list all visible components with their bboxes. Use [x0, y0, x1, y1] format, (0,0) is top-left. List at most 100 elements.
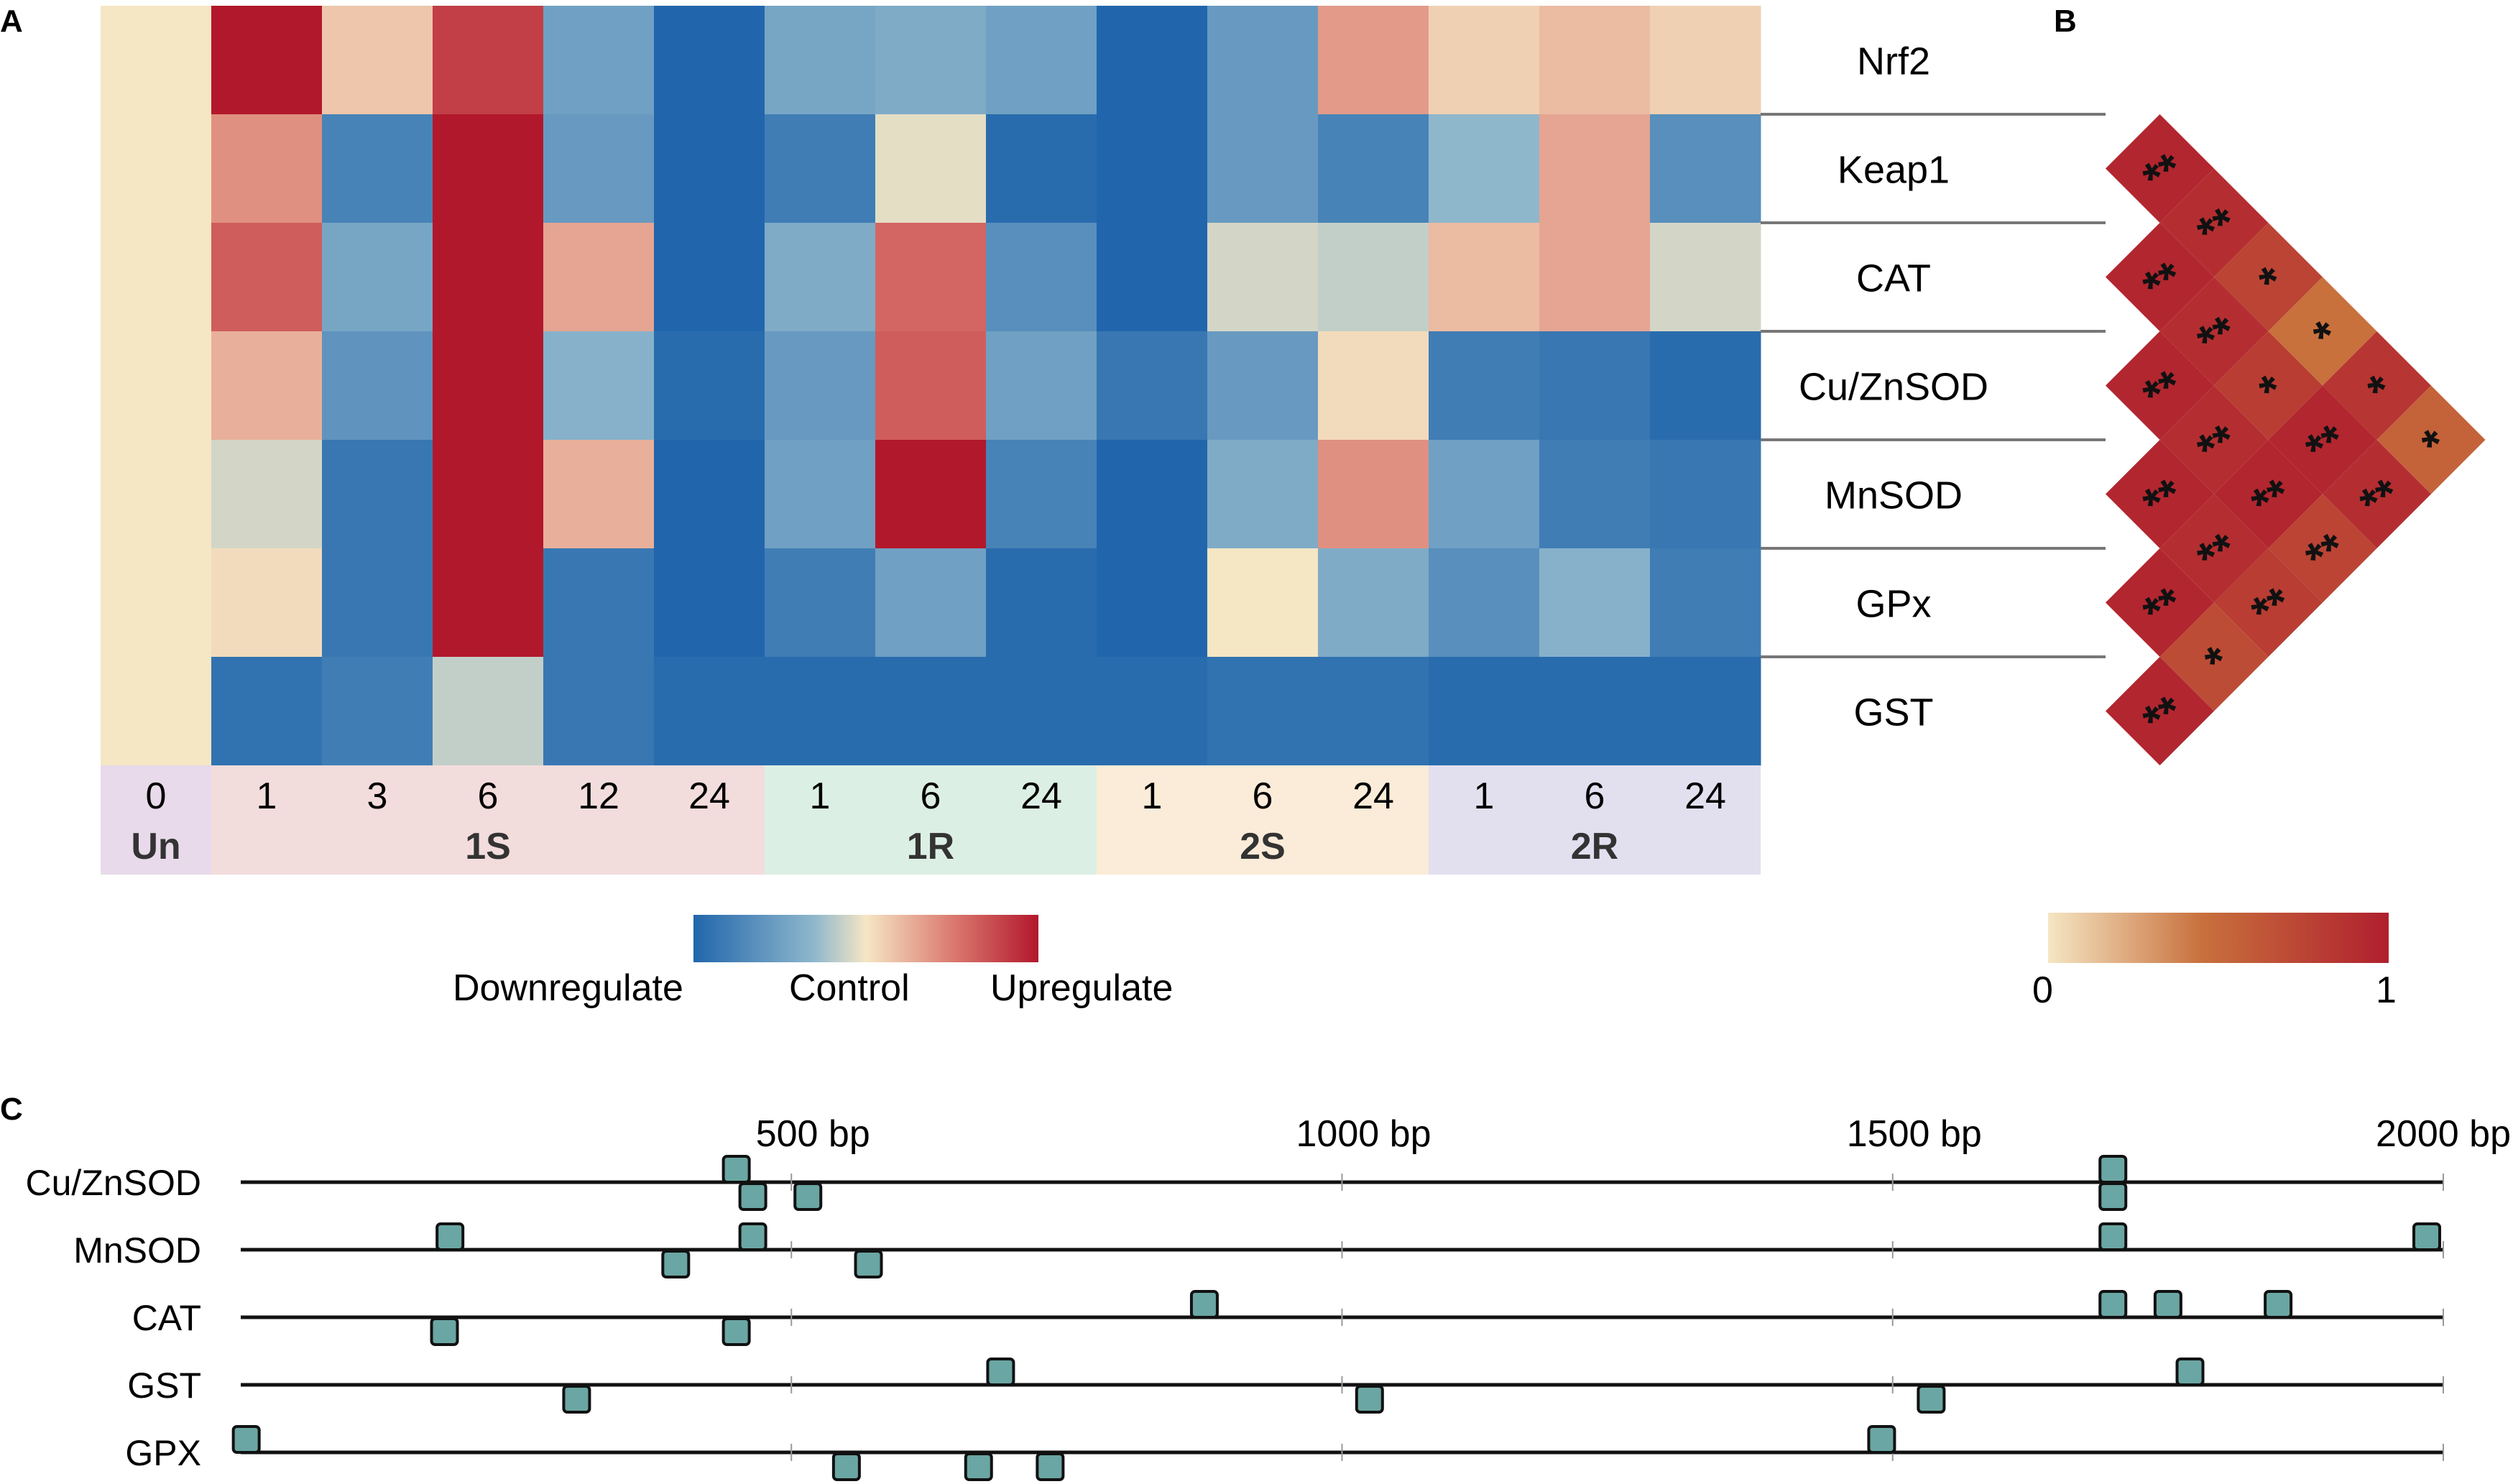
element-box-below: [562, 1385, 591, 1414]
heatmap-cell: [1650, 114, 1761, 223]
heatmap-cell: [1429, 114, 1540, 223]
element-box-below: [430, 1317, 459, 1346]
panel-label-b: B: [2054, 4, 2077, 39]
heatmap-cell: [101, 657, 212, 766]
heatmap-cell: [765, 331, 876, 441]
heatmap-cell: [543, 548, 655, 658]
element-box-above: [2098, 1155, 2128, 1184]
heatmap-cell: [543, 331, 655, 441]
time-tick-label: 24: [1352, 775, 1394, 817]
group-label-2R: 2R: [1571, 826, 1618, 867]
heatmap-cell: [986, 440, 1097, 549]
heatmap-cell: [1207, 657, 1319, 766]
heatmap-cell: [1650, 223, 1761, 332]
heatmap-cell: [1650, 440, 1761, 549]
element-box-above: [986, 1358, 1015, 1386]
bp-tick-label: 1500 bp: [1847, 1113, 1982, 1155]
heatmap-cell: [1318, 657, 1429, 766]
heatmap-cell: [433, 331, 544, 441]
element-box-below: [2098, 1182, 2128, 1211]
heatmap-cell: [1429, 6, 1540, 115]
gene-label: GPx: [1855, 583, 1931, 626]
element-box-above: [435, 1222, 465, 1251]
heatmap-cell: [986, 548, 1097, 658]
element-box-above: [2098, 1290, 2128, 1319]
panel-label-c: C: [0, 1092, 23, 1127]
heatmap-cell: [1097, 548, 1208, 658]
time-tick-label: 1: [1142, 775, 1163, 817]
heatmap-cell: [765, 6, 876, 115]
heatmap-cell: [1207, 114, 1319, 223]
heatmap-cell: [875, 657, 987, 766]
heatmap-cell: [211, 440, 323, 549]
heatmap-cell: [322, 331, 433, 441]
bp-tick-label: 1000 bp: [1296, 1113, 1431, 1155]
gene-label: GST: [1853, 691, 1933, 734]
heatmap-cell: [543, 440, 655, 549]
heatmap-cell: [654, 657, 765, 766]
heatmap-cell: [1318, 331, 1429, 441]
heatmap-cell: [322, 114, 433, 223]
heatmap-cell: [654, 6, 765, 115]
legend-control: Control: [789, 967, 910, 1009]
legend-downregulate: Downregulate: [453, 967, 683, 1009]
element-box-above: [2098, 1222, 2128, 1251]
element-box-below: [964, 1452, 993, 1481]
heatmap-cell: [1429, 331, 1540, 441]
heatmap-cell: [1318, 223, 1429, 332]
heatmap-cell: [654, 548, 765, 658]
heatmap-cell: [1650, 6, 1761, 115]
group-band-2R: [1429, 765, 1761, 875]
heatmap-cell: [322, 440, 433, 549]
heatmap-cell: [211, 223, 323, 332]
heatmap-cell: [211, 114, 323, 223]
expression-colorbar: [693, 915, 1038, 962]
heatmap-cell: [1539, 657, 1651, 766]
element-box-above: [231, 1425, 261, 1454]
time-tick-label: 24: [1684, 775, 1726, 817]
time-tick-label: 12: [578, 775, 619, 817]
gene-label: MnSOD: [1825, 474, 1963, 517]
heatmap-cell: [1429, 657, 1540, 766]
heatmap-cell: [1429, 223, 1540, 332]
time-tick-label: 1: [257, 775, 277, 817]
heatmap-cell: [765, 548, 876, 658]
correlation-cell: [2106, 657, 2214, 765]
legend-corr-min: 0: [2032, 969, 2053, 1011]
promoter-element-map: 500 bp 1000 bp 1500 bp 2000 bp Cu/ZnSOD MnSOD…: [25, 1113, 2511, 1481]
heatmap-cell: [654, 331, 765, 441]
heatmap-cell: [1097, 114, 1208, 223]
correlation-colorbar: [2048, 913, 2389, 963]
heatmap-cell: [875, 114, 987, 223]
heatmap-cell: [1429, 440, 1540, 549]
heatmap-cell: [101, 548, 212, 658]
group-band-2S: [1097, 765, 1429, 875]
heatmap-cell: [101, 440, 212, 549]
time-tick-label: 1: [1474, 775, 1495, 817]
element-box-above: [2153, 1290, 2182, 1319]
time-tick-label: 6: [1585, 775, 1605, 817]
heatmap-cell: [433, 6, 544, 115]
heatmap-cell: [1539, 114, 1651, 223]
heatmap-cell: [654, 440, 765, 549]
heatmap-cell: [211, 548, 323, 658]
heatmap-cell: [1207, 6, 1319, 115]
heatmap-cell: [986, 6, 1097, 115]
heatmap-cell: [433, 548, 544, 658]
time-tick-label: 3: [367, 775, 388, 817]
group-band-1R: [765, 765, 1097, 875]
time-tick-label: 24: [1020, 775, 1062, 817]
track-label: GPX: [125, 1433, 201, 1473]
legend-upregulate: Upregulate: [990, 967, 1173, 1009]
heatmap-cell: [1650, 548, 1761, 658]
gene-connector-lines: [1761, 113, 2106, 658]
heatmap-cell: [101, 6, 212, 115]
heatmap-cell: [1429, 548, 1540, 658]
track-label: Cu/ZnSOD: [25, 1163, 201, 1203]
heatmap-cell: [543, 657, 655, 766]
gene-label: Keap1: [1838, 149, 1950, 192]
gene-label-column: Nrf2 Keap1 CAT Cu/ZnSOD MnSOD GPx GST: [1799, 40, 1988, 734]
heatmap-cell: [1318, 114, 1429, 223]
gene-label: CAT: [1856, 257, 1931, 300]
gene-label: Nrf2: [1857, 40, 1930, 83]
